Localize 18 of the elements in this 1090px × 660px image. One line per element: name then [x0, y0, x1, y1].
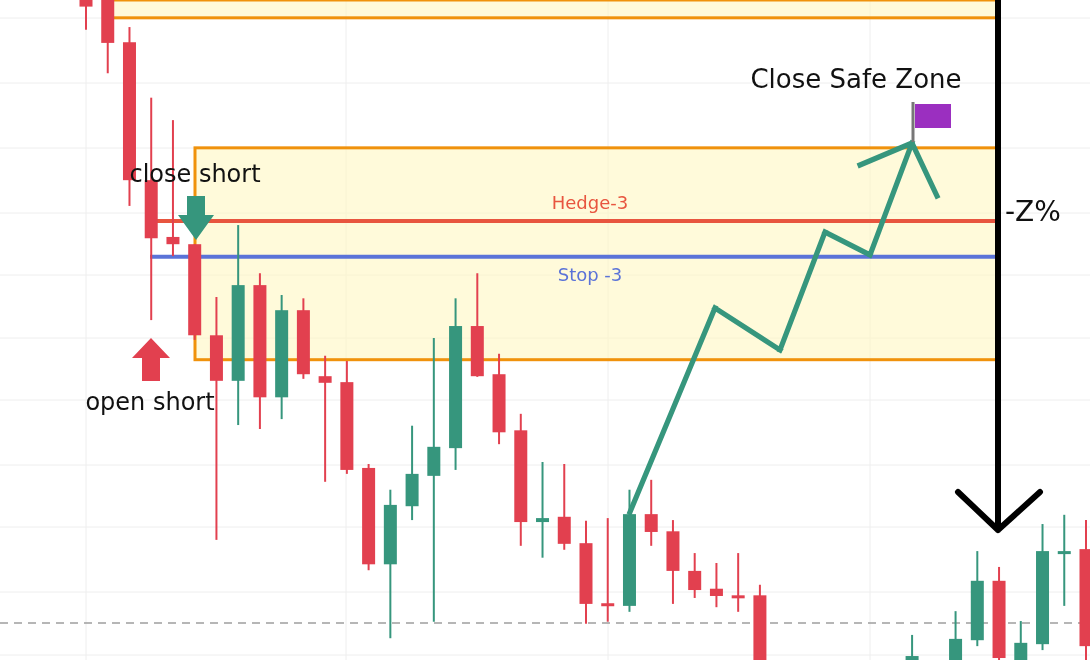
- candlestick: [427, 336, 441, 623]
- annotation: Close Safe Zone: [750, 64, 962, 94]
- candlestick: [79, 0, 93, 31]
- candlestick: [949, 610, 963, 660]
- candlestick: [1057, 513, 1071, 607]
- candlestick: [709, 561, 723, 609]
- candlestick: [318, 354, 332, 483]
- candlestick: [1014, 620, 1028, 660]
- candlestick: [644, 478, 658, 547]
- ref-line-label: Hedge-3: [551, 192, 629, 214]
- candlestick: [601, 517, 615, 623]
- candlestick: [688, 552, 702, 599]
- candlestick: [536, 461, 550, 559]
- candlestick: [905, 633, 919, 660]
- annotation: -Z%: [1005, 195, 1061, 228]
- annotation: open short: [85, 388, 215, 416]
- ref-line-label: Stop -3: [557, 263, 623, 285]
- candlestick: [731, 552, 745, 613]
